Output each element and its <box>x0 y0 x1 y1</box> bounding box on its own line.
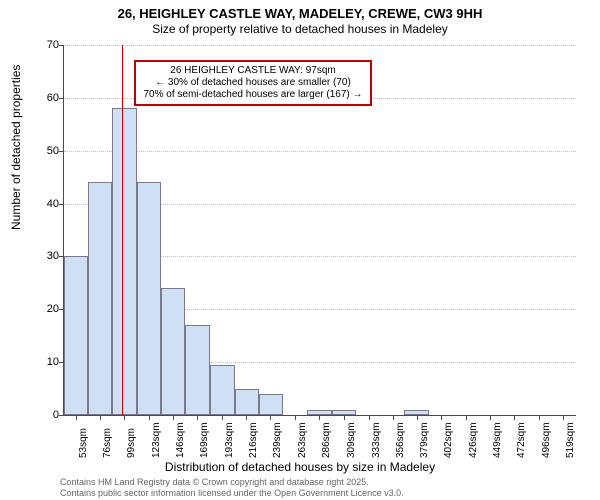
y-tick-label: 70 <box>41 39 59 51</box>
histogram-bar <box>161 288 185 415</box>
y-tick-label: 30 <box>41 250 59 262</box>
chart-subtitle: Size of property relative to detached ho… <box>0 22 600 36</box>
x-tick <box>319 415 320 420</box>
x-tick <box>490 415 491 420</box>
x-tick <box>173 415 174 420</box>
x-tick <box>197 415 198 420</box>
x-tick-label: 76sqm <box>102 428 113 458</box>
callout-line3: 70% of semi-detached houses are larger (… <box>142 89 364 101</box>
y-tick <box>59 98 64 99</box>
x-tick <box>369 415 370 420</box>
histogram-bar <box>235 389 259 415</box>
x-tick <box>514 415 515 420</box>
x-tick-label: 496sqm <box>541 422 552 458</box>
x-tick-label: 472sqm <box>516 422 527 458</box>
y-tick-label: 50 <box>41 145 59 157</box>
x-tick <box>149 415 150 420</box>
callout-box: 26 HEIGHLEY CASTLE WAY: 97sqm ← 30% of d… <box>134 60 372 106</box>
x-tick <box>246 415 247 420</box>
x-tick <box>441 415 442 420</box>
gridline <box>64 45 576 46</box>
y-tick <box>59 204 64 205</box>
x-tick-label: 193sqm <box>224 422 235 458</box>
x-tick-label: 379sqm <box>419 422 430 458</box>
x-axis-title: Distribution of detached houses by size … <box>0 460 600 474</box>
y-tick-label: 40 <box>41 198 59 210</box>
x-tick-label: 146sqm <box>175 422 186 458</box>
x-tick-label: 356sqm <box>395 422 406 458</box>
x-tick-label: 286sqm <box>321 422 332 458</box>
x-tick <box>417 415 418 420</box>
x-tick-label: 449sqm <box>492 422 503 458</box>
y-tick <box>59 151 64 152</box>
x-tick <box>563 415 564 420</box>
x-tick-label: 239sqm <box>272 422 283 458</box>
gridline <box>64 151 576 152</box>
x-tick <box>393 415 394 420</box>
x-tick-label: 99sqm <box>126 428 137 458</box>
footer-credit-2: Contains public sector information licen… <box>60 488 404 498</box>
y-tick-label: 60 <box>41 92 59 104</box>
y-tick-label: 10 <box>41 356 59 368</box>
y-tick <box>59 415 64 416</box>
subject-marker-line <box>122 45 123 415</box>
x-tick <box>100 415 101 420</box>
x-tick-label: 426sqm <box>468 422 479 458</box>
callout-line1: 26 HEIGHLEY CASTLE WAY: 97sqm <box>142 65 364 77</box>
x-tick-label: 263sqm <box>297 422 308 458</box>
callout-line2: ← 30% of detached houses are smaller (70… <box>142 77 364 89</box>
x-tick-label: 309sqm <box>346 422 357 458</box>
x-tick <box>222 415 223 420</box>
histogram-bar <box>137 182 161 415</box>
histogram-bar <box>88 182 112 415</box>
x-tick-label: 169sqm <box>199 422 210 458</box>
histogram-bar <box>112 108 137 415</box>
y-tick <box>59 45 64 46</box>
x-tick-label: 123sqm <box>151 422 162 458</box>
x-tick <box>344 415 345 420</box>
x-tick-label: 333sqm <box>371 422 382 458</box>
x-tick <box>466 415 467 420</box>
x-tick <box>76 415 77 420</box>
x-tick <box>270 415 271 420</box>
y-tick-label: 20 <box>41 303 59 315</box>
y-axis-title: Number of detached properties <box>9 65 23 230</box>
histogram-bar <box>64 256 88 415</box>
histogram-bar <box>210 365 235 415</box>
x-tick-label: 519sqm <box>565 422 576 458</box>
x-tick-label: 402sqm <box>443 422 454 458</box>
histogram-bar <box>259 394 283 415</box>
x-tick-label: 53sqm <box>78 428 89 458</box>
x-tick <box>539 415 540 420</box>
y-tick-label: 0 <box>41 409 59 421</box>
footer-credit-1: Contains HM Land Registry data © Crown c… <box>60 477 369 487</box>
x-tick-label: 216sqm <box>248 422 259 458</box>
x-tick <box>124 415 125 420</box>
chart-title: 26, HEIGHLEY CASTLE WAY, MADELEY, CREWE,… <box>0 6 600 21</box>
x-tick <box>295 415 296 420</box>
chart-canvas: 26, HEIGHLEY CASTLE WAY, MADELEY, CREWE,… <box>0 0 600 500</box>
histogram-bar <box>185 325 209 415</box>
